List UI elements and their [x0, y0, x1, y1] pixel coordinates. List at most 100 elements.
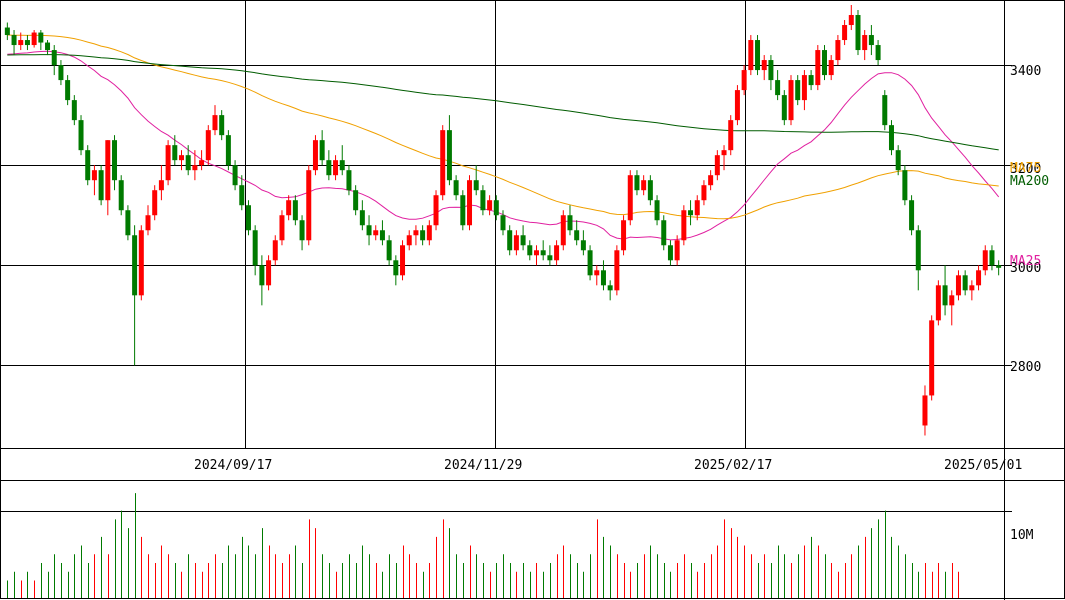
candle-body — [132, 235, 138, 296]
candle-body — [607, 285, 613, 291]
y-tick-label: 3000 — [1010, 261, 1041, 276]
candle-body — [185, 155, 191, 171]
candle-body — [272, 240, 278, 261]
candle-body — [500, 215, 506, 231]
candle-body — [560, 215, 566, 246]
candle-body — [467, 180, 473, 226]
candle-body — [721, 150, 727, 156]
candle-body — [319, 140, 325, 161]
candle-body — [326, 160, 332, 176]
candle-body — [346, 170, 352, 191]
axis-labels: 3400 3200 3000 2800 2024/09/17 2024/11/2… — [194, 64, 1049, 543]
candle-body — [527, 245, 533, 256]
candle-body — [165, 145, 171, 181]
candle-body — [647, 180, 653, 201]
candle-body — [91, 170, 97, 181]
candle-body — [634, 175, 640, 191]
candle-body — [902, 170, 908, 201]
candle-body — [580, 240, 586, 251]
candle-body — [266, 260, 272, 286]
candle-body — [31, 32, 37, 46]
volume-tick-label: 10M — [1010, 528, 1034, 543]
candle-body — [38, 32, 44, 43]
candle-body — [815, 50, 821, 86]
candle-body — [24, 40, 30, 46]
candle-body — [112, 140, 118, 181]
candle-body — [125, 210, 131, 236]
candle-body — [962, 275, 968, 291]
candle-body — [788, 80, 794, 121]
candle-body — [386, 240, 392, 261]
candle-body — [929, 320, 935, 396]
candle-body — [795, 80, 801, 101]
candle-body — [567, 215, 573, 231]
candle-body — [145, 215, 151, 231]
candle-body — [641, 180, 647, 191]
candle-body — [359, 210, 365, 226]
candle-body — [259, 265, 265, 286]
candle-body — [4, 27, 10, 36]
candle-body — [667, 245, 673, 261]
x-tick-label: 2024/11/29 — [444, 458, 522, 473]
candle-body — [996, 265, 1002, 268]
candle-body — [493, 200, 499, 216]
candle-body — [158, 180, 164, 191]
candle-body — [225, 135, 231, 166]
candle-body — [842, 25, 848, 41]
candle-body — [775, 80, 781, 96]
candle-body — [11, 35, 17, 46]
legend-ma75: MA75 — [1010, 161, 1041, 176]
legend-ma25: MA25 — [1010, 254, 1041, 269]
candle-body — [835, 40, 841, 61]
y-tick-label: 3400 — [1010, 64, 1041, 79]
candle-body — [18, 40, 24, 46]
candle-body — [51, 50, 57, 66]
candlestick-series — [4, 5, 1002, 436]
ma75-line — [7, 34, 999, 220]
candle-body — [212, 115, 218, 131]
candle-body — [453, 180, 459, 196]
candle-body — [781, 95, 787, 121]
candle-body — [245, 205, 251, 231]
candle-body — [875, 45, 881, 61]
candle-body — [45, 42, 51, 51]
candle-body — [219, 115, 225, 136]
candle-body — [279, 215, 285, 241]
candle-body — [828, 60, 834, 76]
candle-body — [513, 235, 519, 251]
candle-body — [433, 195, 439, 226]
candle-body — [801, 75, 807, 101]
candle-body — [400, 245, 406, 276]
candle-body — [714, 155, 720, 176]
candle-body — [976, 270, 982, 286]
candle-body — [708, 175, 714, 186]
candle-body — [533, 250, 539, 256]
candle-body — [232, 165, 238, 186]
candle-body — [761, 60, 767, 71]
grid-lines — [0, 0, 1012, 512]
candle-body — [688, 210, 694, 216]
candle-body — [862, 35, 868, 51]
candle-body — [473, 180, 479, 191]
candle-body — [373, 230, 379, 236]
candle-body — [654, 200, 660, 221]
candle-body — [460, 195, 466, 226]
candle-body — [413, 230, 419, 236]
volume-bars — [7, 493, 959, 598]
candle-body — [989, 250, 995, 266]
candle-body — [172, 145, 178, 161]
candle-body — [520, 235, 526, 246]
candle-body — [855, 15, 861, 51]
candle-body — [333, 160, 339, 176]
candle-body — [547, 255, 553, 261]
candle-body — [85, 150, 91, 181]
candle-body — [587, 250, 593, 276]
candle-body — [252, 230, 258, 266]
candle-body — [540, 250, 546, 256]
candle-body — [118, 180, 124, 211]
candle-body — [446, 130, 452, 181]
candle-body — [728, 120, 734, 151]
candle-body — [822, 50, 828, 76]
ma200-line — [7, 54, 999, 151]
candle-body — [306, 170, 312, 241]
